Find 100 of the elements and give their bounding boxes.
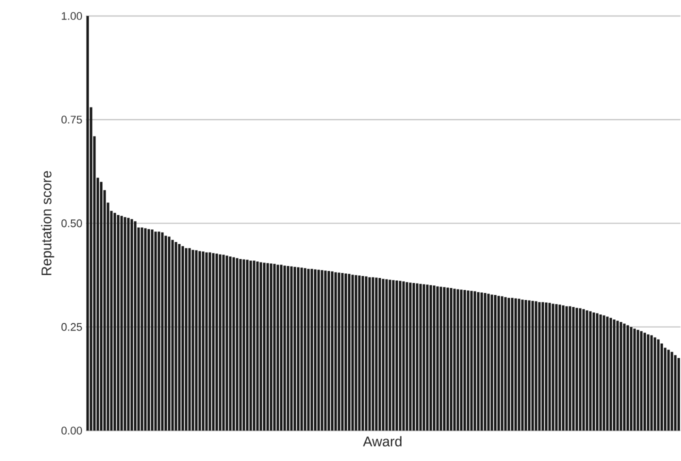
bar bbox=[351, 274, 354, 431]
y-tick-label: 0.25 bbox=[61, 323, 82, 332]
bar bbox=[338, 272, 340, 431]
bar bbox=[215, 254, 218, 431]
bar bbox=[568, 306, 572, 431]
bar bbox=[205, 252, 208, 431]
bar bbox=[667, 350, 670, 431]
bar bbox=[576, 308, 578, 431]
bar bbox=[260, 262, 262, 431]
bar bbox=[252, 260, 256, 431]
bar bbox=[528, 300, 530, 431]
bar bbox=[276, 264, 280, 431]
bar bbox=[320, 270, 324, 431]
bar bbox=[494, 295, 497, 431]
bar bbox=[450, 288, 452, 431]
bar bbox=[497, 296, 500, 431]
bar bbox=[636, 330, 640, 431]
bar bbox=[552, 304, 554, 431]
bar bbox=[358, 276, 361, 431]
bar bbox=[375, 278, 378, 431]
bar bbox=[212, 253, 215, 431]
bar bbox=[158, 232, 160, 431]
bar bbox=[120, 216, 123, 431]
bar bbox=[324, 270, 327, 431]
bar bbox=[171, 240, 174, 431]
x-axis-title: Award bbox=[363, 436, 402, 447]
bar bbox=[150, 230, 154, 431]
bar bbox=[154, 232, 157, 431]
bar bbox=[222, 255, 225, 431]
bar bbox=[487, 294, 490, 431]
bar bbox=[677, 358, 680, 431]
bar bbox=[208, 252, 212, 431]
bar bbox=[630, 327, 632, 431]
bar bbox=[670, 352, 674, 431]
bar bbox=[562, 306, 564, 431]
bar bbox=[544, 302, 548, 431]
bar bbox=[518, 298, 520, 431]
bar bbox=[443, 287, 446, 431]
bar bbox=[589, 311, 592, 431]
bar bbox=[236, 258, 238, 431]
bar bbox=[565, 306, 568, 431]
bar bbox=[341, 273, 344, 431]
bar bbox=[592, 312, 596, 431]
bar bbox=[429, 285, 432, 431]
bar bbox=[317, 270, 320, 431]
bar bbox=[612, 320, 616, 431]
bar bbox=[664, 348, 666, 431]
bar bbox=[422, 284, 426, 431]
bar bbox=[300, 268, 303, 431]
bar bbox=[616, 320, 619, 431]
bar bbox=[623, 324, 626, 431]
bar bbox=[330, 272, 334, 431]
bar bbox=[290, 266, 293, 431]
bar bbox=[178, 244, 181, 431]
bar bbox=[610, 318, 612, 431]
bar bbox=[249, 260, 252, 431]
bar bbox=[477, 292, 480, 431]
bar bbox=[419, 284, 422, 431]
bar bbox=[474, 292, 476, 431]
bar bbox=[456, 289, 460, 431]
bar bbox=[538, 302, 541, 431]
bar bbox=[654, 338, 656, 431]
bar bbox=[524, 300, 528, 431]
bar bbox=[463, 290, 466, 431]
bar bbox=[548, 303, 551, 431]
bar bbox=[124, 217, 126, 431]
bar bbox=[521, 300, 524, 431]
bar bbox=[242, 260, 246, 431]
bar bbox=[348, 274, 350, 431]
bar bbox=[263, 262, 266, 431]
bar bbox=[181, 246, 184, 431]
bar bbox=[294, 267, 296, 431]
bar bbox=[218, 254, 222, 431]
bar bbox=[396, 280, 398, 431]
bar bbox=[192, 250, 194, 431]
bar bbox=[256, 262, 259, 431]
bar bbox=[280, 264, 283, 431]
bar bbox=[184, 248, 188, 431]
bar bbox=[328, 271, 330, 431]
bar bbox=[334, 272, 337, 431]
bar bbox=[168, 236, 170, 431]
bar bbox=[188, 248, 191, 431]
bar bbox=[606, 316, 609, 431]
bar bbox=[364, 276, 368, 431]
bar bbox=[388, 280, 392, 431]
bar bbox=[286, 266, 290, 431]
bar bbox=[500, 296, 504, 431]
bar bbox=[558, 304, 562, 431]
bar bbox=[626, 326, 630, 431]
bar bbox=[195, 250, 198, 431]
bar bbox=[232, 258, 235, 431]
bar bbox=[144, 228, 147, 431]
bar bbox=[432, 286, 436, 431]
y-tick-label: 1.00 bbox=[62, 12, 82, 20]
bar bbox=[582, 309, 585, 431]
bar bbox=[572, 307, 575, 431]
bar bbox=[266, 263, 269, 431]
bar bbox=[484, 293, 486, 431]
bar bbox=[542, 302, 544, 431]
bar bbox=[164, 236, 168, 431]
